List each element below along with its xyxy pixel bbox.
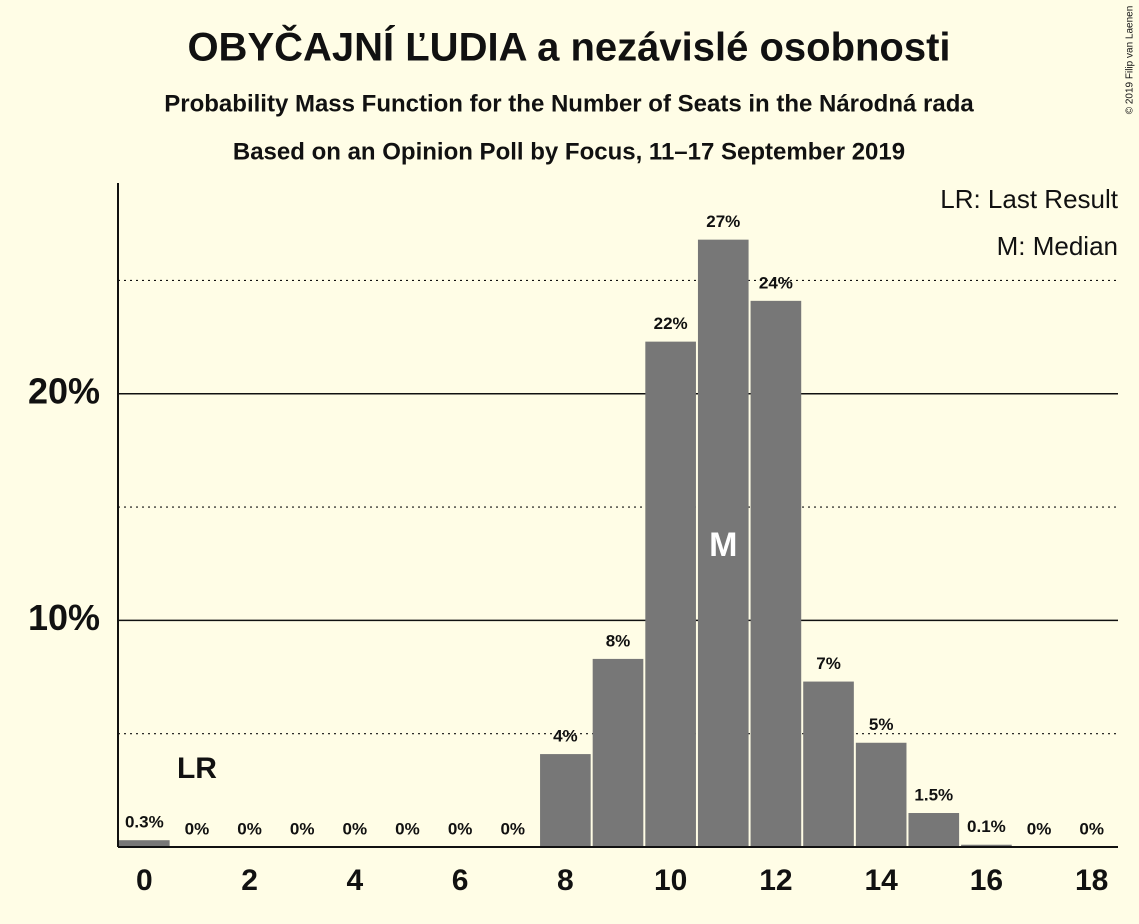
chart-subtitle: Based on an Opinion Poll by Focus, 11–17…	[233, 138, 905, 165]
bar	[803, 681, 854, 847]
last-result-marker: LR	[177, 752, 217, 785]
value-label: 0%	[290, 819, 315, 838]
value-label: 22%	[654, 314, 688, 333]
x-tick-label: 12	[759, 864, 792, 897]
bar	[119, 840, 170, 847]
legend-entry: M: Median	[997, 231, 1118, 261]
median-marker: M	[709, 526, 737, 564]
chart-title: OBYČAJNÍ ĽUDIA a nezávislé osobnosti	[187, 24, 950, 70]
value-label: 0%	[395, 819, 420, 838]
bar	[697, 239, 749, 848]
value-label: 4%	[553, 727, 578, 746]
value-label: 8%	[606, 631, 631, 650]
value-label: 0%	[448, 819, 473, 838]
value-label: 0%	[343, 819, 368, 838]
x-tick-label: 10	[654, 864, 687, 897]
x-tick-label: 0	[136, 864, 153, 897]
value-label: 0.1%	[967, 817, 1006, 836]
value-label: 0.3%	[125, 813, 164, 832]
value-label: 0%	[237, 819, 262, 838]
bar	[855, 742, 907, 847]
x-tick-label: 14	[864, 864, 898, 897]
chart-subtitle: Probability Mass Function for the Number…	[164, 90, 974, 117]
y-tick-label: 20%	[28, 370, 100, 411]
bar	[540, 754, 591, 847]
x-tick-label: 2	[241, 864, 258, 897]
y-tick-label: 10%	[28, 597, 100, 638]
value-label: 0%	[1079, 819, 1104, 838]
bar	[750, 300, 802, 847]
x-tick-label: 18	[1075, 864, 1108, 897]
value-label: 0%	[185, 819, 210, 838]
x-tick-label: 6	[452, 864, 469, 897]
value-label: 0%	[1027, 819, 1052, 838]
bar	[592, 658, 644, 847]
value-label: 7%	[816, 654, 841, 673]
x-tick-label: 16	[970, 864, 1003, 897]
value-label: 1.5%	[914, 785, 953, 804]
x-tick-label: 8	[557, 864, 574, 897]
value-label: 5%	[869, 715, 894, 734]
bar	[645, 341, 696, 847]
value-label: 27%	[706, 212, 740, 231]
legend-entry: LR: Last Result	[940, 184, 1119, 214]
x-tick-label: 4	[346, 864, 363, 897]
value-label: 0%	[500, 819, 525, 838]
value-label: 24%	[759, 273, 793, 292]
copyright: © 2019 Filip van Laenen	[1125, 6, 1136, 115]
bar	[908, 813, 960, 847]
bar	[961, 844, 1012, 847]
